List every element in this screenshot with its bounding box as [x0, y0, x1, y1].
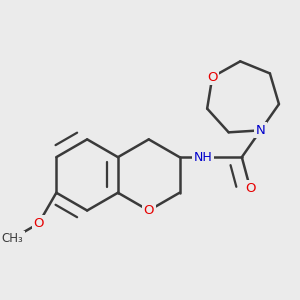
Text: CH₃: CH₃	[2, 232, 23, 245]
Text: O: O	[143, 204, 154, 217]
Text: O: O	[207, 70, 217, 83]
Text: N: N	[256, 124, 266, 137]
Text: NH: NH	[194, 151, 213, 164]
Text: O: O	[245, 182, 255, 195]
Text: O: O	[33, 217, 44, 230]
